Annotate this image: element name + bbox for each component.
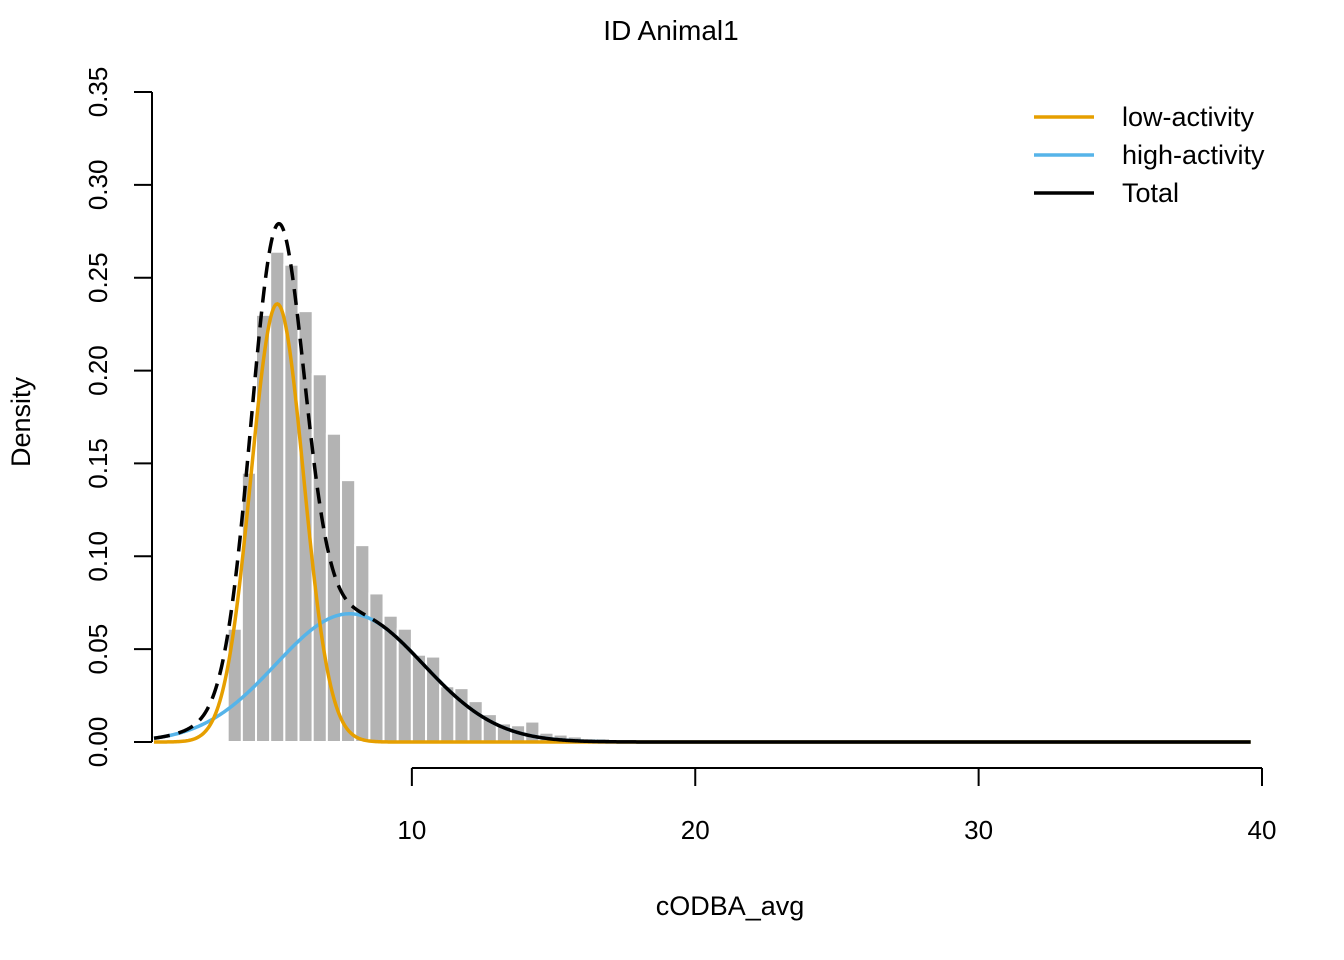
histogram-bar [524, 720, 541, 743]
y-tick-label: 0.05 [83, 624, 113, 675]
x-tick-label: 20 [681, 815, 710, 845]
y-tick-label: 0.25 [83, 252, 113, 303]
total-curve-solid [374, 619, 1251, 744]
y-tick-label: 0.35 [83, 67, 113, 118]
total-curve-dashed [153, 221, 377, 740]
x-axis: 10 20 30 40 [397, 767, 1277, 845]
legend-label: high-activity [1122, 140, 1265, 170]
histogram-bar [368, 592, 385, 744]
y-tick-label: 0.15 [83, 438, 113, 489]
legend: low-activity high-activity Total [1034, 102, 1265, 208]
chart-title: ID Animal1 [603, 15, 738, 46]
legend-label: Total [1122, 178, 1179, 208]
y-tick-label: 0.30 [83, 160, 113, 211]
x-tick-label: 30 [964, 815, 993, 845]
histogram-bar [311, 373, 328, 743]
density-curves [153, 221, 1251, 744]
y-tick-label: 0.10 [83, 531, 113, 582]
histogram-bar [354, 544, 371, 744]
x-tick-label: 40 [1248, 815, 1277, 845]
y-tick-label: 0.00 [83, 717, 113, 768]
x-axis-label: cODBA_avg [656, 891, 805, 921]
legend-label: low-activity [1122, 102, 1255, 132]
y-tick-label: 0.20 [83, 345, 113, 396]
histogram-bar [410, 653, 428, 744]
y-axis: 0.00 0.05 0.10 0.15 0.20 0.25 0.30 0.35 [83, 67, 153, 768]
x-tick-label: 10 [397, 815, 426, 845]
histogram-bar [340, 479, 357, 743]
y-axis-label: Density [6, 376, 36, 467]
